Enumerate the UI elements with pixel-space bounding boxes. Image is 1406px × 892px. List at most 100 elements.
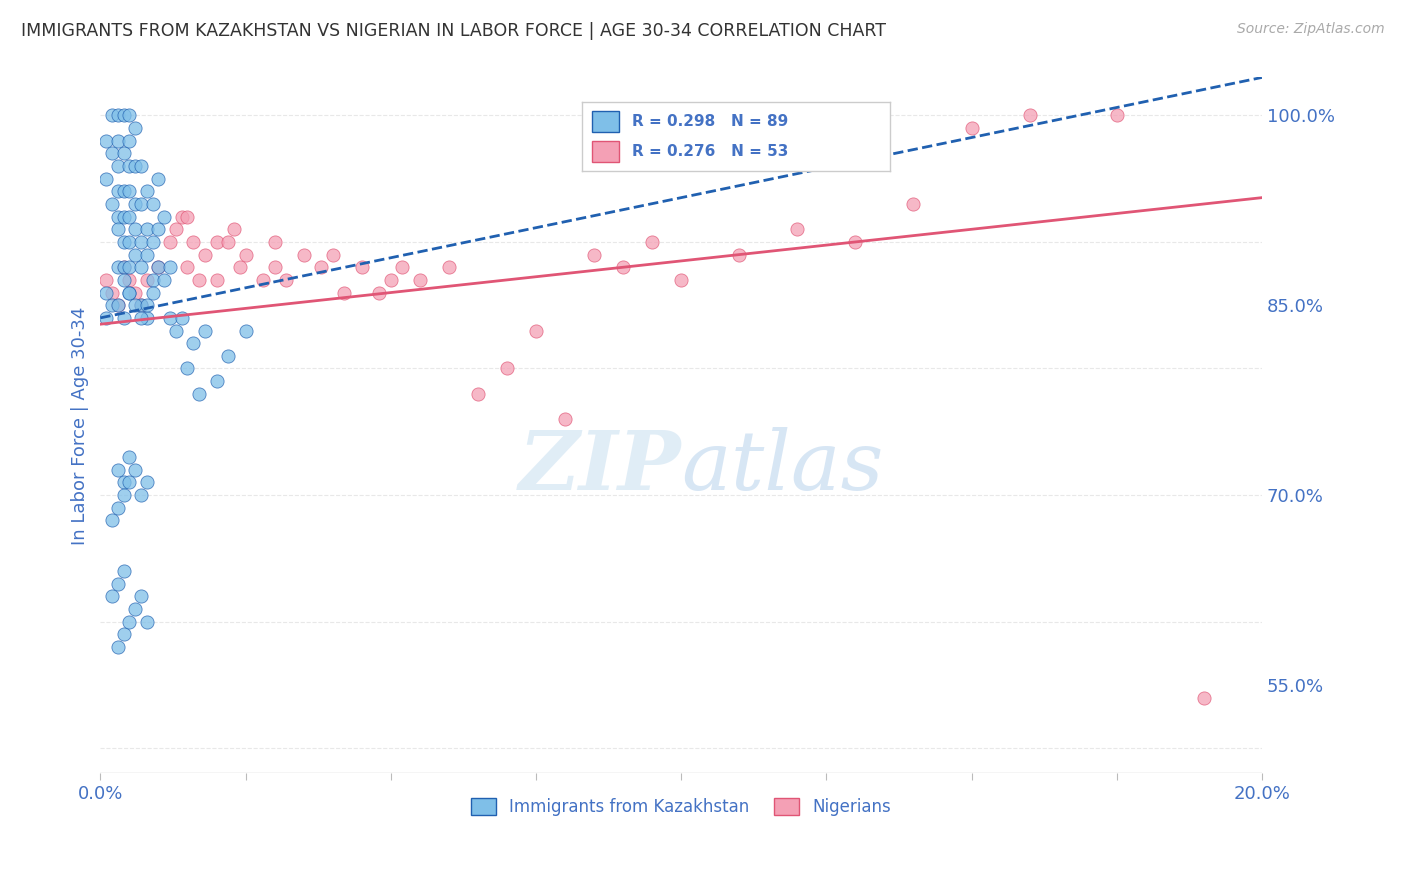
Point (107, 298, 129, 312)
Point (368, 285, 391, 300)
Point (124, 285, 146, 300)
Point (217, 235, 239, 249)
Point (142, 285, 165, 300)
Point (1105, 108, 1128, 122)
Point (170, 310, 193, 325)
Point (176, 361, 198, 376)
Point (129, 235, 152, 249)
Point (124, 463, 146, 477)
Point (129, 298, 152, 312)
Point (194, 324, 217, 338)
Point (112, 108, 135, 122)
Point (118, 285, 141, 300)
Point (124, 247, 146, 261)
Point (112, 260, 135, 275)
Point (107, 260, 129, 275)
Point (263, 235, 285, 249)
Point (135, 475, 157, 490)
Point (582, 247, 605, 261)
Point (135, 222, 157, 236)
Point (728, 247, 751, 261)
Point (165, 324, 187, 338)
Point (112, 627, 135, 641)
Point (524, 324, 547, 338)
Point (153, 210, 176, 224)
Point (960, 121, 983, 136)
Point (229, 260, 252, 275)
Point (135, 247, 157, 261)
Point (176, 260, 198, 275)
Point (165, 222, 187, 236)
Point (96, 134, 118, 148)
Point (129, 260, 152, 275)
Point (135, 184, 157, 198)
Point (276, 273, 298, 287)
Point (188, 386, 211, 401)
Text: IMMIGRANTS FROM KAZAKHSTAN VS NIGERIAN IN LABOR FORCE | AGE 30-34 CORRELATION CH: IMMIGRANTS FROM KAZAKHSTAN VS NIGERIAN I… (21, 22, 886, 40)
Point (148, 260, 170, 275)
Point (333, 285, 356, 300)
Point (107, 134, 129, 148)
Point (118, 260, 141, 275)
Point (142, 273, 165, 287)
Point (118, 108, 141, 122)
Point (101, 108, 124, 122)
Point (107, 640, 129, 654)
Point (153, 273, 176, 287)
Point (107, 500, 129, 515)
Point (124, 298, 146, 312)
Point (129, 310, 152, 325)
Point (903, 197, 925, 211)
Point (129, 159, 152, 173)
Point (112, 235, 135, 249)
Point (669, 273, 692, 287)
Point (112, 475, 135, 490)
Point (142, 197, 165, 211)
Point (124, 602, 146, 616)
Point (222, 222, 245, 236)
Point (118, 615, 141, 629)
Point (101, 513, 124, 527)
Point (96, 310, 118, 325)
Point (142, 235, 165, 249)
Point (112, 184, 135, 198)
Point (101, 146, 124, 161)
Point (118, 475, 141, 490)
Point (641, 235, 664, 249)
Point (1192, 690, 1215, 705)
Point (107, 210, 129, 224)
Point (205, 374, 228, 388)
Point (159, 235, 181, 249)
Point (118, 285, 141, 300)
Point (409, 273, 432, 287)
Point (129, 488, 152, 502)
Point (107, 108, 129, 122)
Point (135, 615, 157, 629)
Point (129, 197, 152, 211)
Point (380, 273, 402, 287)
Point (107, 184, 129, 198)
Point (844, 235, 866, 249)
Point (188, 273, 211, 287)
Point (205, 273, 228, 287)
Point (176, 210, 198, 224)
Point (118, 273, 141, 287)
Point (217, 349, 239, 363)
Point (437, 260, 460, 275)
Point (554, 412, 576, 426)
Point (612, 260, 634, 275)
Point (112, 273, 135, 287)
Point (107, 159, 129, 173)
Point (118, 450, 141, 464)
Point (148, 171, 170, 186)
Point (1018, 108, 1040, 122)
Point (101, 589, 124, 603)
Point (118, 235, 141, 249)
Point (112, 210, 135, 224)
Point (292, 247, 315, 261)
Point (235, 247, 257, 261)
Point (118, 184, 141, 198)
Point (101, 197, 124, 211)
Text: atlas: atlas (681, 427, 883, 508)
Point (159, 310, 181, 325)
